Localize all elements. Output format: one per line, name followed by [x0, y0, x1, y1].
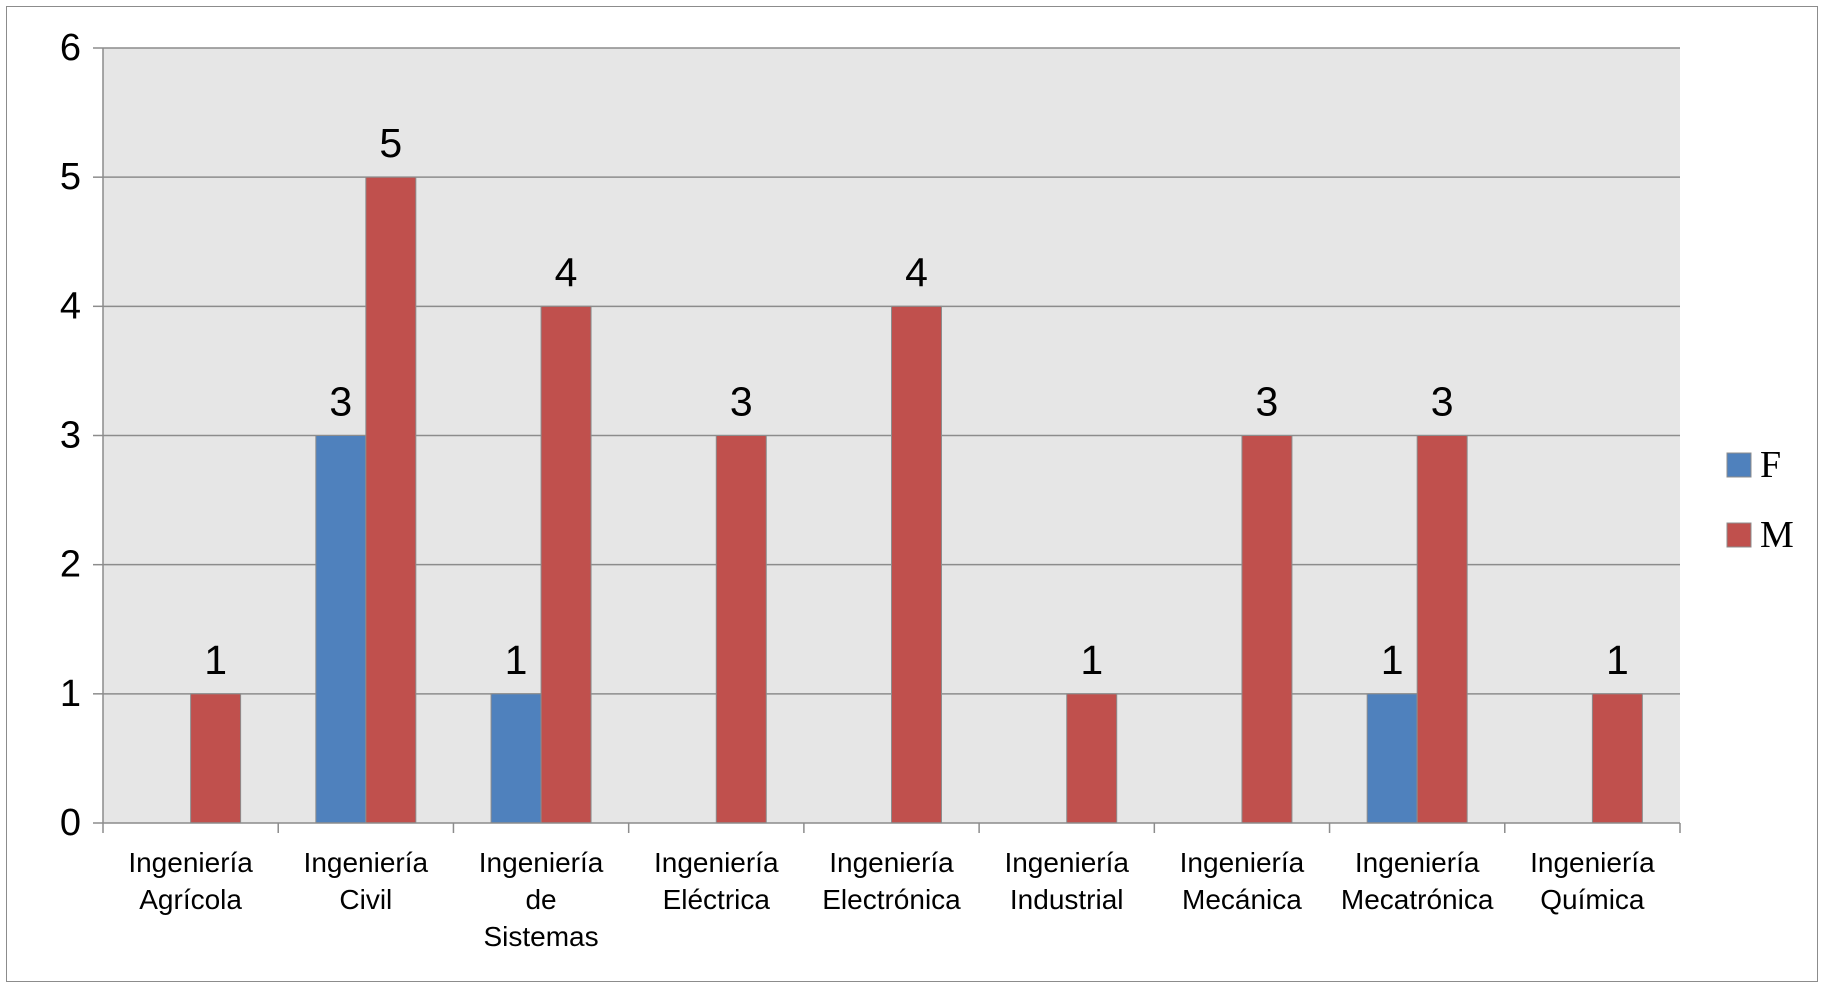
x-category-label-line: Química: [1540, 884, 1645, 915]
x-category-label: Ingeniería Eléctrica: [654, 847, 779, 915]
x-category-label-line: Ingeniería: [1355, 847, 1480, 878]
data-label-m-5: 1: [1080, 637, 1103, 683]
x-category-label-line: Ingeniería: [479, 847, 604, 878]
y-tick-label-1: 1: [60, 673, 81, 715]
bar-f-7: [1366, 693, 1418, 824]
y-tick-label-2: 2: [60, 544, 81, 586]
data-label-f-2: 1: [505, 637, 528, 683]
y-tick-label-4: 4: [60, 285, 81, 327]
x-category-label-line: Civil: [339, 884, 392, 915]
x-category-label-line: Sistemas: [483, 921, 598, 952]
x-category-label-line: Ingeniería: [128, 847, 253, 878]
bar-m-0: [190, 693, 242, 824]
x-category-label: Ingeniería Electrónica: [822, 847, 961, 915]
y-tick-label-3: 3: [60, 415, 81, 457]
bar-m-2: [540, 305, 592, 824]
x-category-label: Ingeniería Civil: [304, 847, 429, 915]
x-category-label-line: Ingeniería: [1180, 847, 1305, 878]
bar-f-1: [315, 435, 367, 824]
x-category-label-line: Ingeniería: [829, 847, 954, 878]
legend-label-f: F: [1760, 444, 1781, 486]
bar-m-5: [1066, 693, 1118, 824]
x-category-label-line: Mecánica: [1182, 884, 1302, 915]
bars: [190, 176, 1643, 824]
x-category-label-line: Ingeniería: [654, 847, 779, 878]
x-category-label-line: de: [525, 884, 556, 915]
data-label-m-7: 3: [1431, 379, 1454, 425]
bar-f-2: [490, 693, 542, 824]
bar-m-1: [365, 176, 417, 824]
data-label-f-7: 1: [1381, 637, 1404, 683]
data-label-m-1: 5: [379, 120, 402, 166]
bar-m-4: [891, 305, 942, 824]
axes: [93, 47, 1681, 833]
x-category-label: Ingeniería Agrícola: [128, 847, 253, 915]
x-category-label-line: Ingeniería: [1530, 847, 1655, 878]
data-label-m-4: 4: [905, 249, 928, 295]
data-label-m-0: 1: [204, 637, 227, 683]
y-tick-label-0: 0: [60, 802, 81, 844]
x-category-label: Ingeniería Mecatrónica: [1341, 847, 1494, 915]
y-axis-ticks: 0 1 2 3 4 5 6: [60, 27, 81, 844]
x-category-label: Ingeniería de Sistemas: [479, 847, 604, 952]
x-category-label: Ingeniería Mecánica: [1180, 847, 1305, 915]
bar-m-3: [715, 435, 767, 824]
legend: FM: [1726, 444, 1794, 556]
legend-label-m: M: [1760, 514, 1794, 556]
bar-m-6: [1241, 435, 1293, 824]
x-category-label-line: Ingeniería: [1004, 847, 1129, 878]
legend-swatch-m: [1726, 522, 1752, 548]
x-category-label-line: Eléctrica: [663, 884, 771, 915]
x-category-label-line: Industrial: [1010, 884, 1124, 915]
x-category-label-line: Ingeniería: [304, 847, 429, 878]
x-category-label-line: Electrónica: [822, 884, 961, 915]
data-label-m-6: 3: [1256, 379, 1279, 425]
y-tick-label-5: 5: [60, 156, 81, 198]
x-category-label-line: Mecatrónica: [1341, 884, 1494, 915]
x-category-label: Ingeniería Química: [1530, 847, 1655, 915]
data-labels: 1 3 5 1 4 3 4 1 3 1 3 1: [204, 120, 1629, 683]
data-label-m-3: 3: [730, 379, 753, 425]
x-category-label-line: Agrícola: [139, 884, 242, 915]
data-label-m-8: 1: [1606, 637, 1629, 683]
data-label-f-1: 3: [329, 379, 352, 425]
legend-swatch-f: [1726, 452, 1752, 478]
data-label-m-2: 4: [555, 249, 578, 295]
y-tick-label-6: 6: [60, 27, 81, 69]
bar-m-7: [1416, 435, 1468, 824]
x-category-label: Ingeniería Industrial: [1004, 847, 1129, 915]
bar-m-8: [1591, 693, 1643, 824]
